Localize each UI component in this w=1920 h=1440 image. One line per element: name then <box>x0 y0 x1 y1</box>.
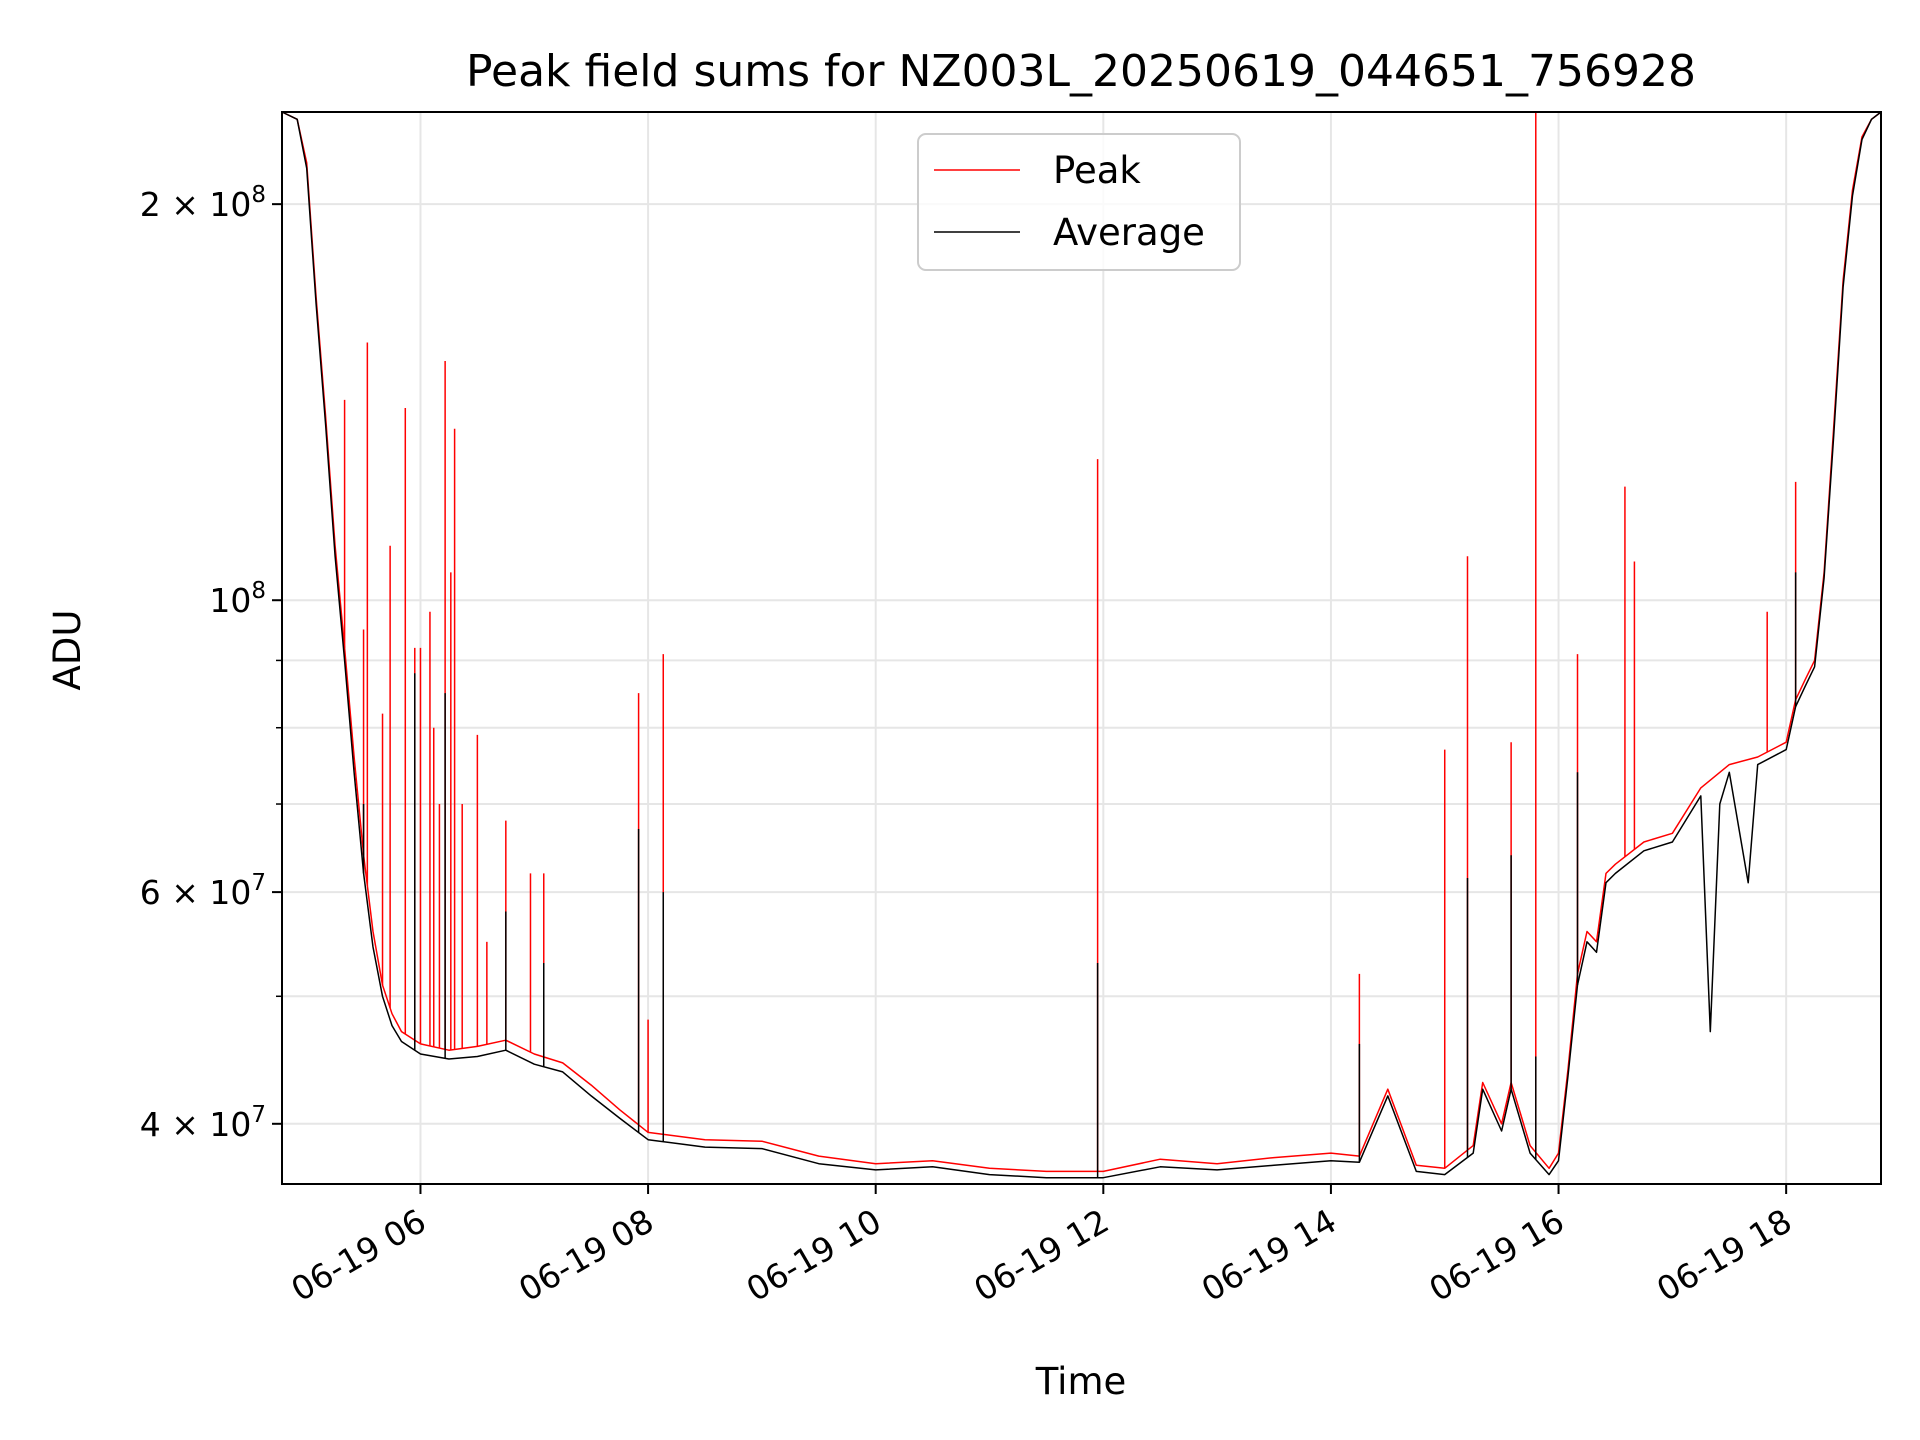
series-line-average <box>281 111 1882 1179</box>
legend: Peak Average <box>917 133 1241 271</box>
y-tick-label: 108 <box>209 578 266 620</box>
plot-frame <box>281 111 1882 1185</box>
legend-label-peak: Peak <box>1053 149 1141 192</box>
legend-box <box>917 133 1241 271</box>
y-tick-label: 4 × 107 <box>140 1102 266 1144</box>
series-line-peak <box>281 111 1882 1173</box>
y-axis-label: ADU <box>46 610 89 691</box>
x-axis-label: Time <box>1035 1360 1127 1403</box>
y-tick-label: 6 × 107 <box>140 870 266 912</box>
y-axis: 4 × 107 6 × 107 108 2 × 108 <box>140 182 282 1144</box>
chart-title: Peak field sums for NZ003L_20250619_0446… <box>466 46 1696 97</box>
y-tick-label: 2 × 108 <box>140 182 266 224</box>
plot-area <box>281 111 1882 1179</box>
legend-label-average: Average <box>1053 211 1205 254</box>
